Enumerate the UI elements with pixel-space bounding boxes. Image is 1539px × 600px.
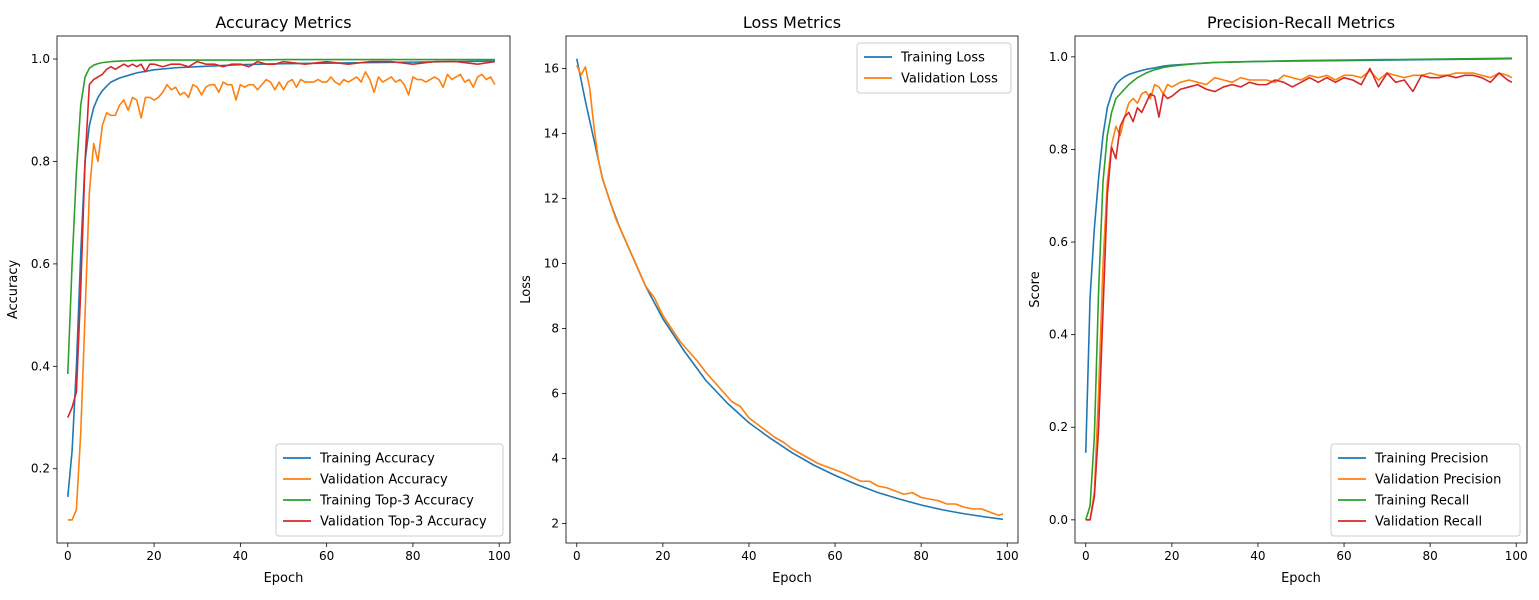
legend-box: [1330, 443, 1521, 537]
legend-label: Training Top-3 Accuracy: [319, 494, 474, 509]
y-tick-label: 0.2: [1049, 420, 1068, 434]
y-axis-label: Score: [1028, 271, 1043, 307]
y-tick-label: 0.8: [31, 154, 50, 168]
chart-panel-2: Loss Metrics 0 20 40 60 80 100 2 4 6 8 10 12 14 16 Epoc…: [519, 13, 1019, 586]
series-line-validation-accuracy: [67, 71, 496, 521]
y-tick-label: 0.6: [1049, 235, 1068, 249]
legend: Training Accuracy Validation Accuracy Trai…: [275, 443, 504, 537]
legend-box: [856, 42, 1012, 94]
chart-title: Precision-Recall Metrics: [1207, 13, 1395, 32]
legend-label: Validation Loss: [901, 72, 998, 87]
series-line-training-loss: [575, 58, 1004, 521]
x-tick-label: 0: [573, 549, 581, 563]
y-tick-label: 0.2: [31, 462, 50, 476]
legend-label: Validation Recall: [1375, 515, 1482, 530]
legend-label: Training Accuracy: [319, 452, 435, 467]
x-tick-label: 20: [655, 549, 670, 563]
x-tick-label: 80: [914, 549, 929, 563]
x-axis-label: Epoch: [264, 571, 304, 586]
series-line-training-top-3-accuracy: [66, 58, 495, 375]
y-tick-label: 12: [544, 192, 559, 206]
legend-label: Validation Accuracy: [320, 473, 448, 488]
y-tick-label: 0.4: [31, 359, 50, 373]
series-line-validation-recall: [1085, 67, 1513, 521]
y-tick-label: 0.6: [31, 257, 50, 271]
series-line-training-recall: [1084, 57, 1512, 521]
y-tick-label: 10: [544, 257, 559, 271]
y-axis-label: Loss: [519, 275, 534, 304]
x-tick-label: 40: [741, 549, 756, 563]
plot-frame: [56, 35, 511, 544]
y-tick-label: 16: [544, 62, 559, 76]
legend-label: Training Precision: [1374, 452, 1488, 467]
series-line-validation-loss: [576, 64, 1004, 517]
x-tick-label: 80: [405, 549, 420, 563]
x-tick-label: 100: [996, 549, 1019, 563]
y-tick-label: 14: [544, 127, 559, 141]
x-tick-label: 100: [1505, 549, 1528, 563]
y-tick-label: 1.0: [1049, 50, 1068, 64]
x-tick-label: 20: [1164, 549, 1179, 563]
x-tick-label: 40: [1250, 549, 1265, 563]
x-tick-label: 60: [319, 549, 334, 563]
legend-label: Training Loss: [900, 51, 985, 66]
x-tick-label: 0: [1082, 549, 1090, 563]
legend: Training Precision Validation Precision Tr…: [1330, 443, 1521, 537]
legend: Training Loss Validation Loss: [856, 42, 1012, 94]
y-tick-label: 1.0: [31, 52, 50, 66]
x-tick-label: 40: [233, 549, 248, 563]
y-tick-label: 0.8: [1049, 142, 1068, 156]
legend-label: Training Recall: [1374, 494, 1469, 509]
series-line-training-accuracy: [66, 60, 495, 497]
x-tick-label: 0: [64, 549, 72, 563]
x-tick-label: 60: [827, 549, 842, 563]
x-tick-label: 100: [488, 549, 511, 563]
series-line-validation-top-3-accuracy: [67, 60, 496, 418]
chart-title: Accuracy Metrics: [215, 13, 351, 32]
plot-frame: [565, 35, 1019, 544]
chart-panel-3: Precision-Recall Metrics 0 20 40 60 80 100 0.0 0…: [1028, 13, 1528, 586]
legend-box: [275, 443, 504, 537]
y-tick-label: 8: [551, 322, 559, 336]
y-axis-label: Accuracy: [6, 260, 21, 320]
y-tick-label: 2: [551, 517, 559, 531]
x-tick-label: 60: [1336, 549, 1351, 563]
legend-label: Validation Precision: [1375, 473, 1501, 488]
chart-panel-1: Accuracy Metrics 0 20 40 60 80 100 0.2 0.4 0.6 0.8…: [6, 13, 511, 586]
series-line-training-precision: [1084, 57, 1512, 453]
x-tick-label: 20: [146, 549, 161, 563]
y-tick-label: 0.0: [1049, 513, 1068, 527]
chart-title: Loss Metrics: [743, 13, 841, 32]
plot-frame: [1074, 35, 1528, 544]
y-tick-label: 4: [551, 452, 559, 466]
y-tick-label: 6: [551, 387, 559, 401]
x-axis-label: Epoch: [1281, 571, 1321, 586]
series-line-validation-precision: [1085, 69, 1513, 521]
x-axis-label: Epoch: [772, 571, 812, 586]
y-tick-label: 0.4: [1049, 328, 1068, 342]
x-tick-label: 80: [1423, 549, 1438, 563]
legend-label: Validation Top-3 Accuracy: [320, 515, 487, 530]
